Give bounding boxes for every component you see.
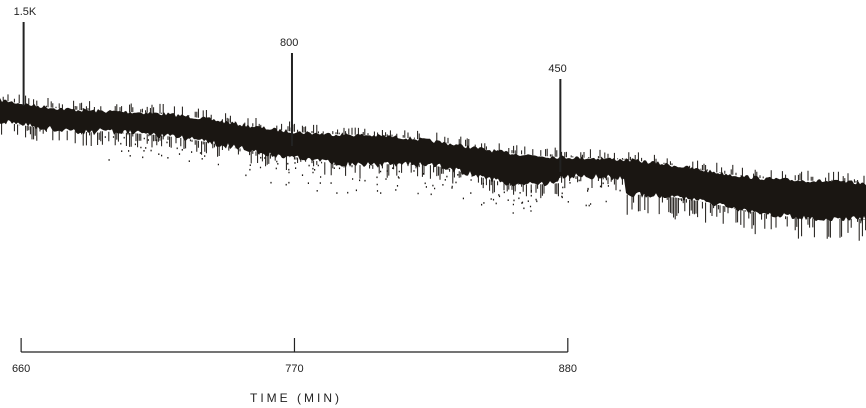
marker-label-1: 800 [280,37,298,49]
trace-noise [1,94,866,241]
markers-group: 1.5K 800 450 [14,6,567,172]
marker-label-2: 450 [548,63,566,75]
trace-speckles [104,136,621,214]
x-axis-title: TIME (MIN) [250,391,342,405]
x-tick-label-0: 660 [12,363,30,375]
x-axis: 660 770 880 [12,338,577,375]
x-tick-label-2: 880 [559,363,577,375]
trace-band [0,94,866,241]
marker-label-0: 1.5K [14,6,37,18]
trace-band-fill [0,98,866,222]
x-tick-label-1: 770 [285,363,303,375]
